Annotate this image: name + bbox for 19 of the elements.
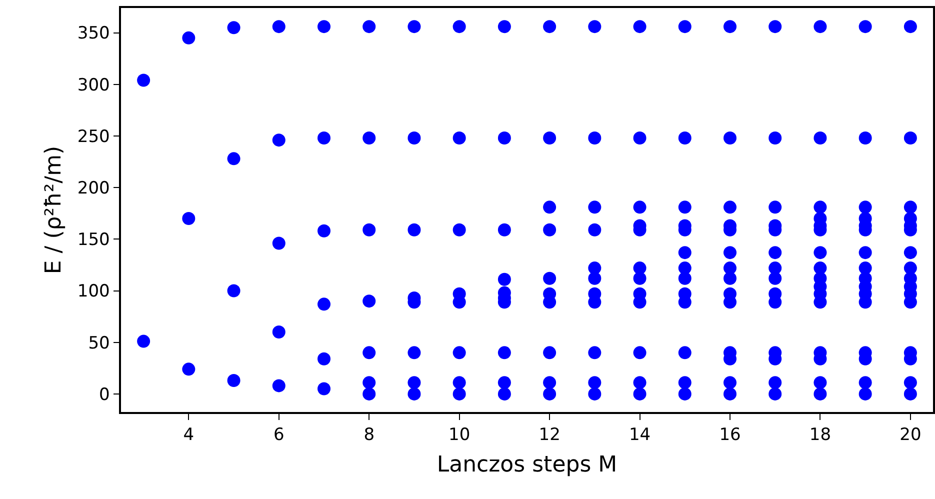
y-axis-title: E / (ρ²ħ²/m)	[42, 146, 67, 274]
x-tick-label: 8	[364, 425, 375, 446]
y-tick-label: 250	[77, 126, 110, 147]
x-tick-label: 16	[719, 425, 741, 446]
x-tick-label: 10	[448, 425, 470, 446]
y-tick-label: 200	[77, 178, 110, 199]
x-tick-label: 20	[900, 425, 922, 446]
y-tick-label: 150	[77, 230, 110, 250]
y-tick-label: 300	[77, 75, 110, 96]
y-tick-label: 350	[77, 24, 110, 44]
y-tick-label: 0	[99, 384, 110, 405]
x-tick-label: 12	[538, 425, 560, 446]
x-tick-label: 14	[628, 425, 651, 446]
x-axis-title: Lanczos steps M	[436, 452, 618, 478]
y-tick-label: 50	[88, 333, 110, 354]
y-tick-label: 100	[77, 282, 110, 302]
x-tick-label: 6	[273, 425, 284, 446]
x-tick-label: 4	[183, 425, 194, 446]
x-tick-label: 18	[809, 425, 832, 446]
